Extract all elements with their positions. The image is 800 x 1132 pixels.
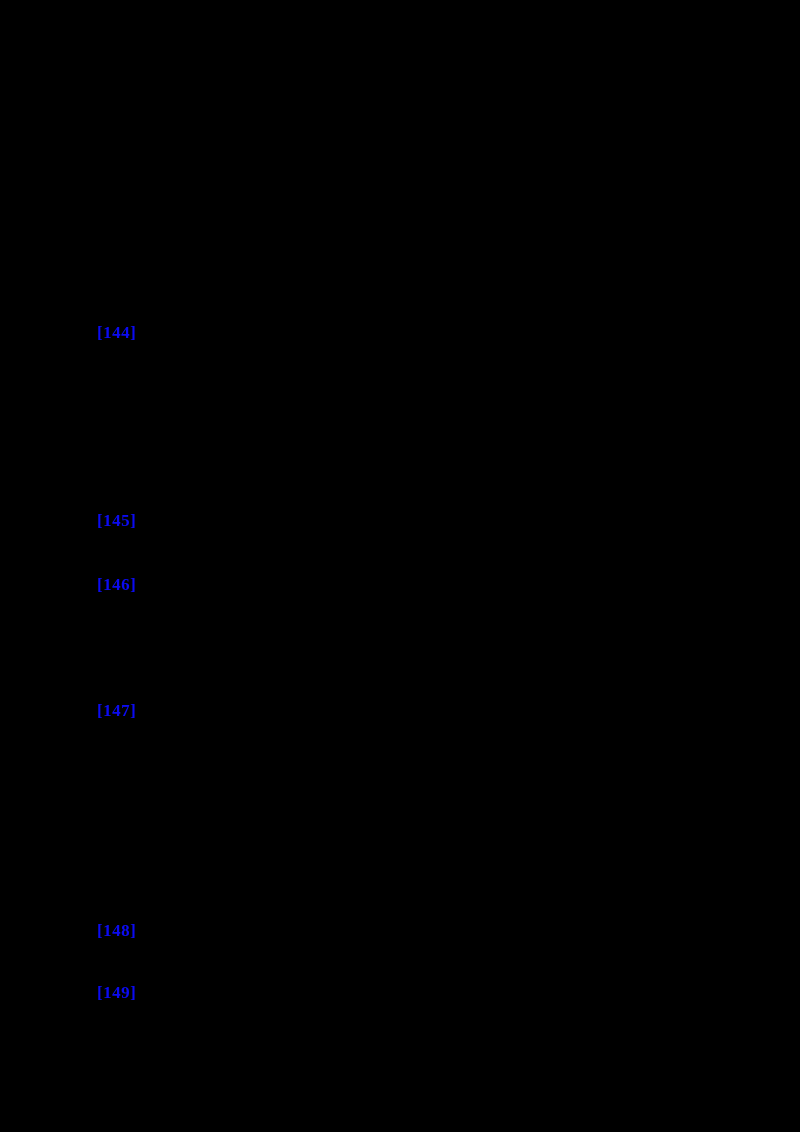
citation-link[interactable]: [148] (97, 921, 137, 940)
citation-link[interactable]: [146] (97, 575, 137, 594)
citation-link[interactable]: [144] (97, 323, 137, 342)
citation-link[interactable]: [149] (97, 983, 137, 1002)
citation-link[interactable]: [145] (97, 511, 137, 530)
citation-link[interactable]: [147] (97, 701, 137, 720)
